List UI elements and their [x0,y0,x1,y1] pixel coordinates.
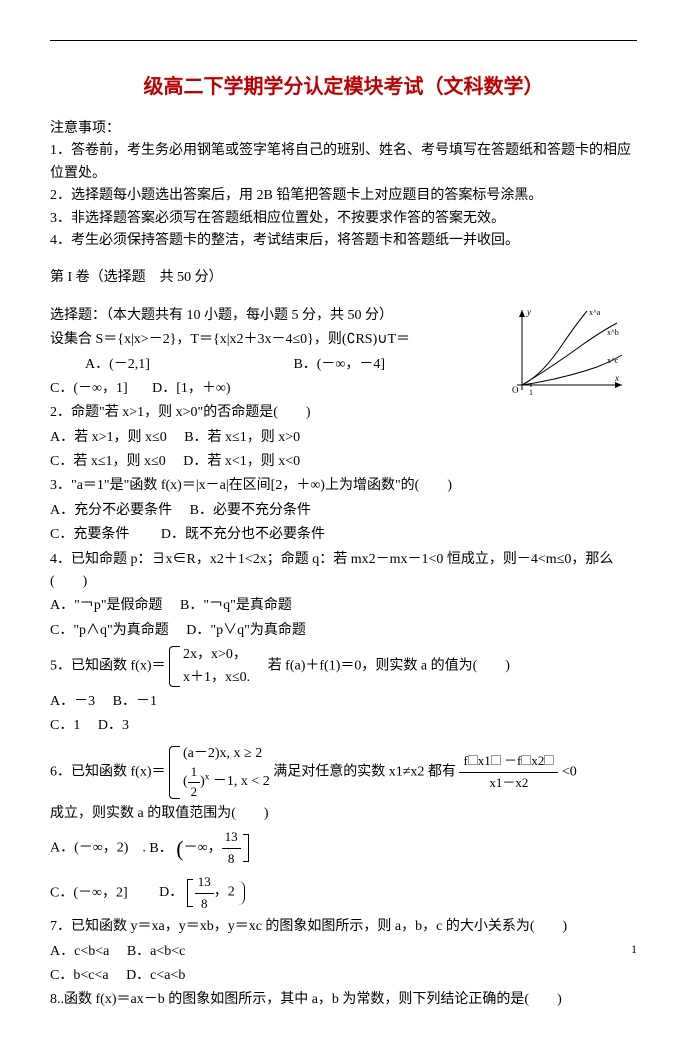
q4A: A．"￢p"是假命题 [50,598,163,613]
q5B: B．－1 [113,694,157,709]
q6-row2: (12)x －1, x < 2 [183,774,270,789]
notice-2: 2．选择题每小题选出答案后，用 2B 铅笔把答题卡上对应题目的答案标号涂黑。 [50,185,637,207]
svg-text:x^c: x^c [607,356,619,365]
q6-opts-row2: C．(－∞，2] D． 138，2 [50,872,637,915]
q8: 8..函数 f(x)＝ax－b 的图象如图所示，其中 a，b 为常数，则下列结论… [50,989,637,1011]
q4-row2: C．"p∧q"为真命题 D．"p∨q"为真命题 [50,620,637,642]
q5-row2: x＋1，x≤0. [183,670,250,685]
q5-row-opts2: C．1 D．3 [50,715,637,737]
q6B: B． (－∞，138 [149,841,248,856]
graph-q7: O x y 1 x^a x^b x^c [507,305,627,395]
notice-4: 4．考生必须保持答题卡的整洁，考试结束后，将答题卡和答题纸一并收回。 [50,230,637,252]
q7A: A．c<b<a [50,944,109,959]
q6-mid: 满足对任意的实数 x1≠x2 都有 [273,764,456,779]
q2C: C．若 x≤1，则 x≤0 [50,454,166,469]
box-icon [491,755,501,765]
q4D: D．"p∨q"为真命题 [186,623,306,638]
q6: 6．已知函数 f(x)＝ (a－2)x, x ≥ 2 (12)x －1, x <… [50,744,637,801]
q6-row2-tail: －1, x < 2 [213,774,270,789]
q6D: D． 138，2 [159,885,245,900]
q6-diffquot: fx1 －fx2 x1－x2 [459,751,558,794]
q5-row1: 2x，x>0， [183,647,247,662]
q2: 2．命题"若 x>1，则 x>0"的否命题是( ) [50,402,637,424]
part1-head: 第 I 卷（选择题 共 50 分） [50,267,637,289]
q6C: C．(－∞，2] [50,885,128,900]
box-icon [521,755,531,765]
q7-row1: A．c<b<a B．a<b<c [50,941,637,963]
q4B: B．"￢q"是真命题 [180,598,292,613]
box-icon [544,755,554,765]
q5-row-opts1: A．－3 B．－1 [50,691,637,713]
q3-row2: C．充要条件 D．既不充分也不必要条件 [50,524,637,546]
q6D-interval: 138，2 [187,885,245,900]
q3D: D．既不充分也不必要条件 [161,527,325,542]
svg-text:O: O [512,385,519,395]
q5C: C．1 [50,718,80,733]
q7C: C．b<c<a [50,968,109,983]
q6-tail: <0 [562,764,577,779]
svg-text:x^b: x^b [607,328,619,337]
q2-row1: A．若 x>1，则 x≤0 B．若 x≤1，则 x>0 [50,427,637,449]
svg-text:1: 1 [529,388,533,395]
q4: 4．已知命题 p：∃x∈R，x2＋1<2x；命题 q：若 mx2－mx－1<0 … [50,549,637,594]
q1-optC: C．(－∞，1] [50,381,128,396]
q5-tail: 若 f(a)＋f(1)＝0，则实数 a 的值为( ) [268,659,510,674]
q6-line2: 成立，则实数 a 的取值范围为( ) [50,803,637,825]
q6-opts-row1: A．(－∞，2) . B． (－∞，138 [50,827,637,870]
notice-head: 注意事项： [50,118,637,140]
q3-row1: A．充分不必要条件 B．必要不充分条件 [50,500,637,522]
q2A: A．若 x>1，则 x≤0 [50,430,167,445]
box-icon [468,755,478,765]
q5-piecewise: 2x，x>0， x＋1，x≤0. [169,644,250,689]
q3C: C．充要条件 [50,527,129,542]
q3A: A．充分不必要条件 [50,503,172,518]
page-number: 1 [631,940,637,959]
q1-optA: A．(－2,1] [85,357,150,372]
q2B: B．若 x≤1，则 x>0 [184,430,300,445]
q6-row1: (a－2)x, x ≥ 2 [183,746,262,761]
exam-title: 级高二下学期学分认定模块考试（文科数学） [50,71,637,103]
q6-lead: 6．已知函数 f(x)＝ [50,764,166,779]
q4-row1: A．"￢p"是假命题 B．"￢q"是真命题 [50,595,637,617]
q6-piecewise: (a－2)x, x ≥ 2 (12)x －1, x < 2 [169,744,270,801]
q4C: C．"p∧q"为真命题 [50,623,169,638]
q5-lead: 5．已知函数 f(x)＝ [50,659,166,674]
top-rule [50,40,637,41]
q2D: D．若 x<1，则 x<0 [183,454,300,469]
q1-optD: D．[1，＋∞) [152,381,230,396]
notice-1: 1．答卷前，考生务必用钢笔或签字笔将自己的班别、姓名、考号填写在答题纸和答题卡的… [50,140,637,185]
q6A: A．(－∞，2) [50,841,128,856]
q7D: D．c<a<b [126,968,185,983]
q6-half: 12 [188,763,201,800]
q3: 3．"a＝1"是"函数 f(x)＝|x－a|在区间[2，＋∞)上为增函数"的( … [50,475,637,497]
q3B: B．必要不充分条件 [190,503,311,518]
notice-3: 3．非选择题答案必须写在答题纸相应位置处，不按要求作答的答案无效。 [50,208,637,230]
q7-row2: C．b<c<a D．c<a<b [50,965,637,987]
q5D: D．3 [98,718,129,733]
svg-text:x^a: x^a [589,308,601,317]
svg-text:y: y [526,307,531,317]
q7: 7．已知函数 y＝xa，y＝xb，y＝xc 的图象如图所示，则 a，b，c 的大… [50,916,637,938]
q5A: A．－3 [50,694,95,709]
q7B: B．a<b<c [127,944,186,959]
q5: 5．已知函数 f(x)＝ 2x，x>0， x＋1，x≤0. 若 f(a)＋f(1… [50,644,637,689]
q2-row2: C．若 x≤1，则 x≤0 D．若 x<1，则 x<0 [50,451,637,473]
q1-optB: B．(－∞，－4] [293,357,385,372]
svg-text:x: x [614,373,619,383]
q6B-interval: (－∞，138 [176,841,248,856]
